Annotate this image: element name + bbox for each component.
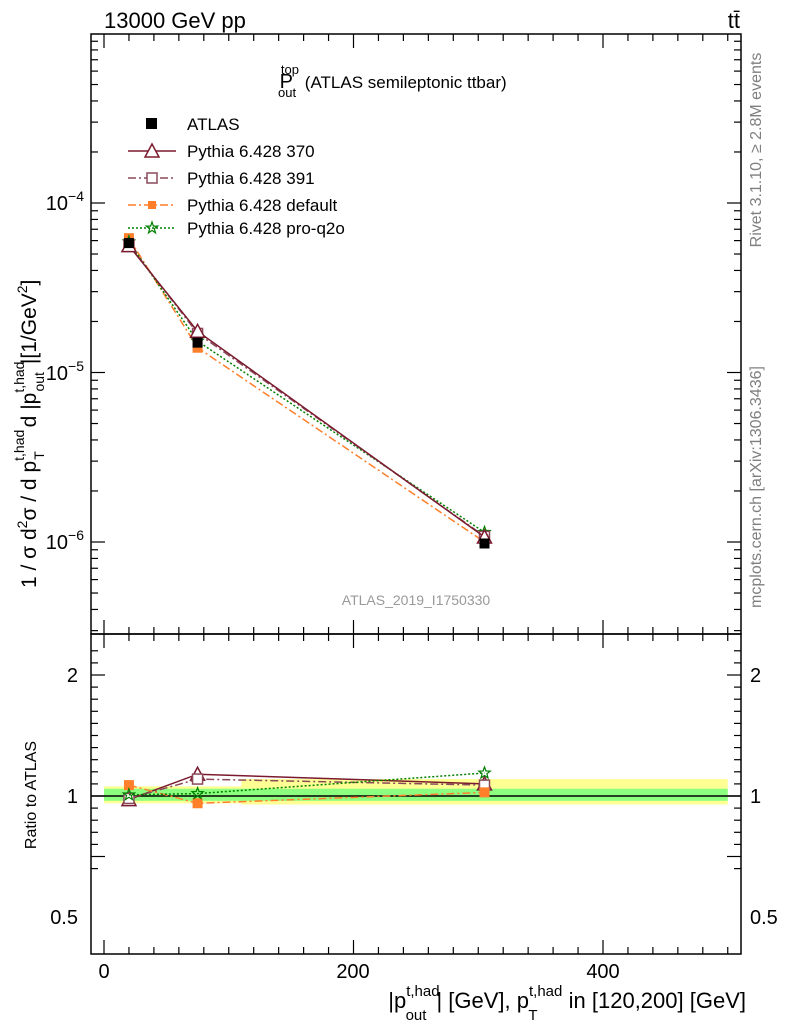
ratio-point-pythia-6-428-default-0 xyxy=(123,780,134,791)
process-label: tt̄ xyxy=(728,8,740,33)
mcplots-label: mcplots.cern.ch [arXiv:1306.3436] xyxy=(748,366,765,608)
y-tick-label-1e-4: 10−4 xyxy=(46,188,84,215)
ratio-y-tick-1-left: 1 xyxy=(67,786,78,808)
legend-entry-default: Pythia 6.428 default xyxy=(128,196,338,215)
x-axis-label: |pt,had out| [GeV], pt,had T in [120,200] … xyxy=(388,983,746,1024)
y-tick-label-1e-6: 10−6 xyxy=(46,527,84,554)
ratio-y-tick-05-right: 0.5 xyxy=(750,907,778,929)
y-tick-label-1e-5: 10−5 xyxy=(46,358,84,385)
x-tick-label-200: 200 xyxy=(336,961,369,983)
legend: ATLAS Pythia 6.428 370 Pythia 6.428 391 … xyxy=(128,115,345,238)
ratio-point-pythia-6-428-391-0 xyxy=(123,792,135,805)
main-point-atlas-1 xyxy=(192,337,203,348)
legend-entry-atlas: ATLAS xyxy=(146,115,240,134)
main-point-pythia-6-428-370-1 xyxy=(189,322,206,339)
main-axis-ticks xyxy=(91,34,741,634)
legend-marker-proq2o xyxy=(144,220,160,235)
ratio-plot-data xyxy=(120,765,493,809)
legend-marker-391 xyxy=(146,172,158,184)
legend-label-atlas: ATLAS xyxy=(187,115,240,134)
ratio-y-axis-label: Ratio to ATLAS xyxy=(23,741,40,849)
ratio-point-pythia-6-428-default-2 xyxy=(479,787,490,798)
main-point-atlas-0 xyxy=(123,238,134,249)
legend-label-default: Pythia 6.428 default xyxy=(187,196,338,215)
ratio-point-pythia-6-428-pro-q2o-1 xyxy=(190,785,205,800)
plot-title: Ptop out (ATLAS semileptonic ttbar) xyxy=(278,62,507,100)
ratio-y-tick-1-right: 1 xyxy=(750,786,761,808)
legend-marker-370 xyxy=(143,142,161,158)
legend-label-391: Pythia 6.428 391 xyxy=(187,169,315,188)
legend-entry-proq2o: Pythia 6.428 pro-q2o xyxy=(128,219,345,238)
energy-label: 13000 GeV pp xyxy=(104,8,246,33)
ratio-y-tick-2-left: 2 xyxy=(67,665,78,687)
main-point-pythia-6-428-default-1 xyxy=(192,342,203,353)
main-point-atlas-2 xyxy=(479,538,490,549)
main-series-line-pythia-6-428-391 xyxy=(128,243,485,537)
x-tick-label-400: 400 xyxy=(586,961,619,983)
ratio-axis-ticks xyxy=(91,634,741,954)
ratio-point-pythia-6-428-pro-q2o-0 xyxy=(121,787,137,802)
ratio-panel-frame xyxy=(90,633,742,955)
ratio-series-line-pythia-6-428-pro-q2o xyxy=(128,772,485,796)
main-plot-data xyxy=(120,233,493,549)
legend-entry-370: Pythia 6.428 370 xyxy=(128,142,315,161)
legend-label-proq2o: Pythia 6.428 pro-q2o xyxy=(187,219,345,238)
ratio-point-pythia-6-428-default-1 xyxy=(192,798,203,809)
legend-marker-default xyxy=(148,201,156,209)
ratio-y-tick-2-right: 2 xyxy=(750,665,761,687)
legend-entry-391: Pythia 6.428 391 xyxy=(128,169,315,188)
main-series-line-pythia-6-428-pro-q2o xyxy=(128,241,485,534)
rivet-label: Rivet 3.1.10, ≥ 2.8M events xyxy=(748,53,765,248)
legend-marker-atlas xyxy=(146,118,157,129)
ratio-y-tick-05-left: 0.5 xyxy=(50,907,78,929)
legend-label-370: Pythia 6.428 370 xyxy=(187,142,315,161)
main-series-line-pythia-6-428-370 xyxy=(128,245,485,538)
ratio-point-pythia-6-428-pro-q2o-2 xyxy=(477,765,492,780)
main-y-axis-label: 1 / σ d2σ / d pt,had T d |pt,had out|[1/Ge… xyxy=(11,280,47,588)
x-tick-label-0: 0 xyxy=(98,961,109,983)
ratio-point-pythia-6-428-391-1 xyxy=(191,773,204,785)
analysis-id: ATLAS_2019_I1750330 xyxy=(342,592,491,608)
